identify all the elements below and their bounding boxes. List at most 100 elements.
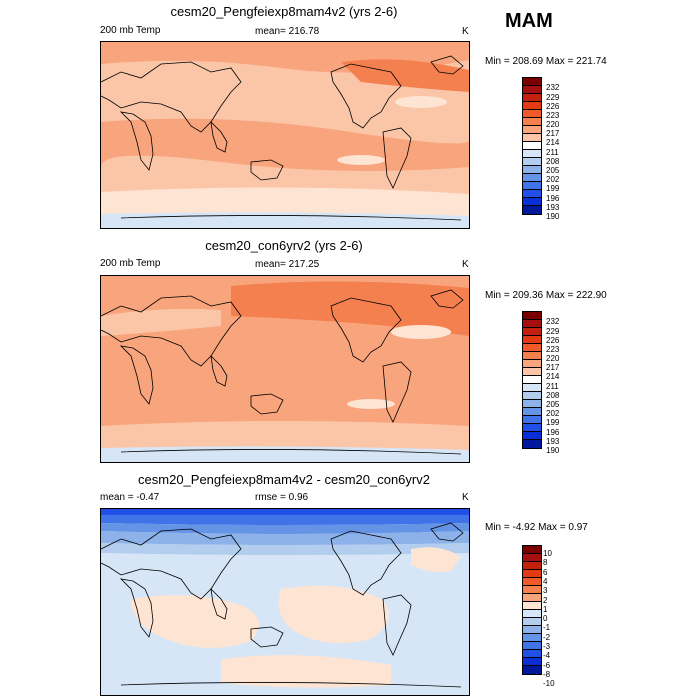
panel1-colorbar-tick: 220 xyxy=(546,120,560,129)
panel1-colorbar-swatch xyxy=(523,150,541,158)
panel1-colorbar-swatch xyxy=(523,198,541,206)
panel1-colorbar-tick: 193 xyxy=(546,203,560,212)
panel2-units: K xyxy=(462,259,469,270)
panel2-colorbar-tick: 190 xyxy=(546,446,560,455)
panel1-mean: mean= 216.78 xyxy=(255,26,320,37)
panel3-rmse: rmse = 0.96 xyxy=(255,492,309,503)
panel2-colorbar-swatch xyxy=(523,432,541,440)
panel2-field-label: 200 mb Temp xyxy=(100,258,161,269)
panel2-colorbar-swatch xyxy=(523,392,541,400)
panel1-colorbar-swatch xyxy=(523,118,541,126)
panel1-colorbar-tick: 214 xyxy=(546,138,560,147)
panel2-mean: mean= 217.25 xyxy=(255,259,320,270)
panel3-contour-polar-2 xyxy=(101,515,469,525)
panel3-title: cesm20_Pengfeiexp8mam4v2 - cesm20_con6yr… xyxy=(138,472,430,487)
panel1-colorbar-swatch xyxy=(523,94,541,102)
panel3-colorbar-swatch xyxy=(523,658,541,666)
panel3-contour-pos-4 xyxy=(411,547,461,573)
panel1-colorbar-swatch xyxy=(523,134,541,142)
panel3-colorbar-swatch xyxy=(523,562,541,570)
panel2-colorbar-tick: 214 xyxy=(546,372,560,381)
panel1-colorbar xyxy=(522,77,542,215)
panel3-colorbar-tick: -3 xyxy=(543,642,551,651)
panel1-colorbar-tick: 199 xyxy=(546,184,560,193)
panel3-colorbar-tick: -8 xyxy=(543,670,551,679)
panel2-colorbar-swatch xyxy=(523,408,541,416)
panel3-colorbar-swatch xyxy=(523,570,541,578)
panel2-map xyxy=(100,275,470,463)
panel1-colorbar-tick: 226 xyxy=(546,102,560,111)
panel3-colorbar-swatch xyxy=(523,602,541,610)
panel2-colorbar-tick: 229 xyxy=(546,327,560,336)
panel1-colorbar-tick: 211 xyxy=(546,148,559,157)
panel2-colorbar-swatch xyxy=(523,320,541,328)
panel1-colorbar-swatch xyxy=(523,102,541,110)
panel1-colorbar-swatch xyxy=(523,166,541,174)
panel1-title: cesm20_Pengfeiexp8mam4v2 (yrs 2-6) xyxy=(170,4,398,19)
panel2-colorbar-tick: 211 xyxy=(546,382,559,391)
panel2-contour-warm-nh xyxy=(231,281,469,336)
panel1-contour-warm-nh xyxy=(341,59,469,92)
panel2-colorbar xyxy=(522,311,542,449)
panel3-colorbar-tick: 3 xyxy=(543,586,548,595)
panel2-colorbar-tick: 226 xyxy=(546,336,560,345)
panel2-colorbar-swatch xyxy=(523,416,541,424)
panel3-contour-polar-1 xyxy=(101,509,469,515)
panel2-colorbar-swatch xyxy=(523,376,541,384)
panel2-colorbar-tick: 199 xyxy=(546,418,560,427)
panel2-colorbar-tick: 232 xyxy=(546,317,560,326)
panel3-colorbar-tick: 0 xyxy=(543,614,548,623)
panel3-colorbar-tick: 6 xyxy=(543,568,548,577)
panel2-colorbar-swatch xyxy=(523,424,541,432)
panel2-colorbar-swatch xyxy=(523,440,541,448)
panel2-map-svg xyxy=(101,276,469,462)
panel3-colorbar-swatch xyxy=(523,578,541,586)
panel3-colorbar-swatch xyxy=(523,546,541,554)
panel1-map xyxy=(100,41,470,229)
panel1-colorbar-tick: 208 xyxy=(546,157,560,166)
panel2-colorbar-tick: 202 xyxy=(546,409,560,418)
panel2-colorbar-swatch xyxy=(523,336,541,344)
panel1-colorbar-tick: 223 xyxy=(546,111,560,120)
panel2-colorbar-swatch xyxy=(523,352,541,360)
panel1-contour-pale-2 xyxy=(337,155,385,165)
panel3-colorbar-swatch xyxy=(523,650,541,658)
panel3-colorbar-tick: 10 xyxy=(543,549,552,558)
panel1-colorbar-swatch xyxy=(523,182,541,190)
panel3-colorbar-tick: -2 xyxy=(543,633,551,642)
panel2-colorbar-swatch xyxy=(523,384,541,392)
panel1-contour-antarctic xyxy=(101,212,469,228)
panel1-colorbar-swatch xyxy=(523,86,541,94)
panel3-colorbar-tick: 4 xyxy=(543,577,548,586)
panel2-colorbar-tick: 217 xyxy=(546,363,560,372)
panel1-colorbar-swatch xyxy=(523,126,541,134)
panel3-mean: mean = -0.47 xyxy=(100,492,160,503)
panel3-colorbar-tick: -4 xyxy=(543,651,551,660)
panel2-colorbar-tick: 193 xyxy=(546,437,560,446)
panel1-colorbar-swatch xyxy=(523,158,541,166)
panel3-colorbar xyxy=(522,545,542,675)
panel3-colorbar-swatch xyxy=(523,594,541,602)
panel2-colorbar-tick: 208 xyxy=(546,391,560,400)
panel3-contour-polar-3 xyxy=(101,523,469,534)
panel3-colorbar-swatch xyxy=(523,586,541,594)
panel1-units: K xyxy=(462,26,469,37)
panel3-contour-polar-4 xyxy=(101,531,469,545)
panel2-colorbar-swatch xyxy=(523,312,541,320)
panel1-colorbar-swatch xyxy=(523,190,541,198)
panel3-colorbar-swatch xyxy=(523,642,541,650)
season-label: MAM xyxy=(505,10,553,32)
panel2-colorbar-tick: 196 xyxy=(546,428,560,437)
panel2-colorbar-tick: 220 xyxy=(546,354,560,363)
panel1-colorbar-swatch xyxy=(523,174,541,182)
panel3-colorbar-tick: -6 xyxy=(543,661,551,670)
panel2-title: cesm20_con6yrv2 (yrs 2-6) xyxy=(205,238,363,253)
panel1-colorbar-tick: 232 xyxy=(546,83,560,92)
panel2-colorbar-swatch xyxy=(523,344,541,352)
panel2-minmax: Min = 209.36 Max = 222.90 xyxy=(485,290,607,301)
panel3-colorbar-tick: -1 xyxy=(543,623,551,632)
panel1-colorbar-tick: 196 xyxy=(546,194,560,203)
panel1-colorbar-swatch xyxy=(523,142,541,150)
panel1-colorbar-tick: 190 xyxy=(546,212,560,221)
panel3-colorbar-swatch xyxy=(523,666,541,674)
